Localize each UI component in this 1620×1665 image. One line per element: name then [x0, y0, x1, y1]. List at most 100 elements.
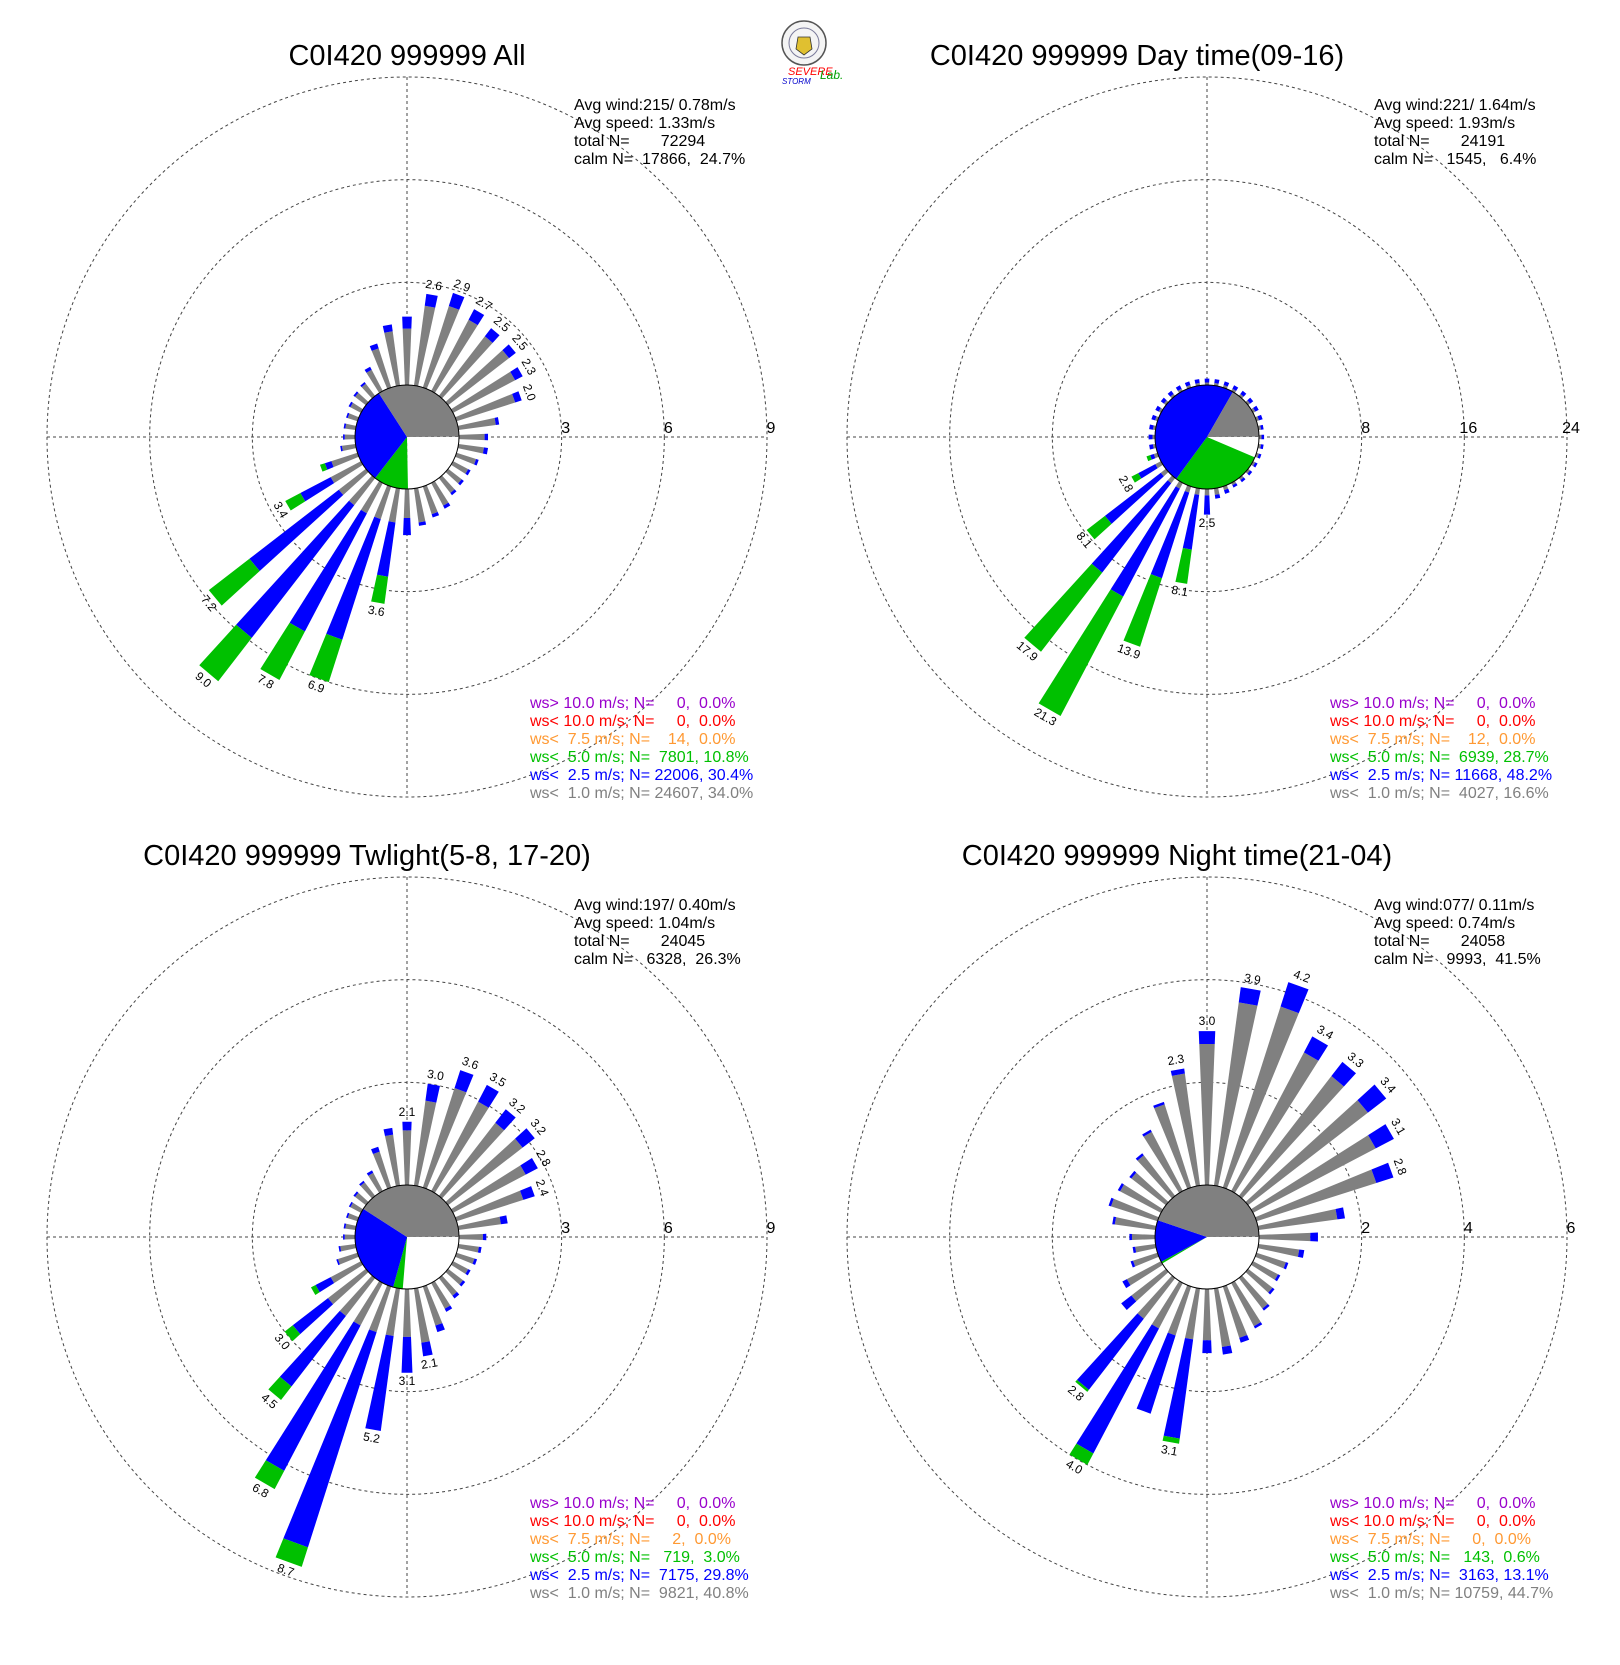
petal-180 [401, 1288, 413, 1373]
lab-seal-inner-ring [788, 27, 820, 59]
petal-segment-blue [348, 401, 353, 408]
petal-360 [402, 316, 412, 386]
legend-entry: ws< 7.5 m/s; N= 0, 0.0% [1329, 1531, 1531, 1548]
petal-segment-gray [1204, 382, 1210, 386]
info-line: Avg speed: 1.04m/s [574, 915, 715, 932]
legend-entry: ws< 2.5 m/s; N= 7175, 29.8% [529, 1567, 749, 1584]
petal-segment-gray [1133, 1252, 1159, 1267]
petal-30 [431, 309, 485, 394]
petal-segment-green [1175, 547, 1192, 584]
petal-segment-blue [425, 1083, 440, 1103]
petal-segment-blue [360, 382, 366, 388]
petal-360 [1204, 378, 1210, 386]
petal-310 [1160, 397, 1169, 406]
petal-270 [343, 1234, 356, 1240]
petal-segment-blue [1247, 397, 1254, 404]
petal-segment-blue [1076, 1324, 1159, 1454]
range-ring [46, 76, 768, 798]
petal-segment-gray [450, 1165, 526, 1213]
petal-segment-blue [1160, 397, 1167, 404]
petal-segment-gray [1135, 1243, 1157, 1253]
petal-segment-gray [413, 1287, 430, 1343]
info-line: calm N= 1545, 6.4% [1374, 151, 1536, 168]
petal-segment-gray [350, 402, 364, 413]
petal-segment-gray [344, 1234, 356, 1240]
petal-segment-blue [343, 434, 345, 440]
petal-segment-blue [1368, 1124, 1394, 1149]
petal-segment-green [275, 1538, 308, 1567]
petal-segment-blue [1214, 494, 1221, 499]
petal-segment-blue [477, 1246, 482, 1254]
info-line: Avg wind:077/ 0.11m/s [1374, 897, 1534, 914]
petal-170 [1213, 487, 1221, 499]
petal-segment-gray [1199, 1043, 1215, 1186]
legend-entry: ws< 1.0 m/s; N= 24607, 34.0% [529, 785, 753, 802]
petal-segment-gray [361, 383, 376, 399]
pie-slice-lt2_5 [355, 1208, 407, 1288]
legend-entry: ws> 10.0 m/s; N= 0, 0.0% [529, 1495, 735, 1512]
petal-segment-blue [1112, 1216, 1117, 1225]
petal-segment-blue [249, 489, 344, 572]
petal-label: 3.0 [1199, 1014, 1216, 1028]
petal-segment-blue [1175, 385, 1182, 391]
petal-segment-gray [347, 413, 359, 422]
petal-segment-blue [1153, 1101, 1165, 1109]
petal-segment-blue [424, 293, 438, 308]
legend-entry: ws< 10.0 m/s; N= 0, 0.0% [529, 1513, 735, 1530]
petal-segment-blue [265, 1321, 361, 1471]
petal-segment-blue [482, 1233, 487, 1241]
range-ring [846, 876, 1568, 1598]
info-line: Avg speed: 1.33m/s [574, 115, 715, 132]
petal-110 [1255, 452, 1262, 459]
petal-label: 3.6 [460, 1054, 481, 1073]
petal-segment-blue [346, 412, 350, 419]
petal-segment-gray [327, 1268, 369, 1305]
pie-slice-lt5 [1161, 1237, 1207, 1264]
info-line: calm N= 9993, 41.5% [1374, 951, 1541, 968]
petal-segment-green [1146, 455, 1152, 462]
petal-label: 3.0 [426, 1067, 445, 1084]
petal-segment-gray [1231, 1280, 1261, 1327]
petal-segment-green [1131, 473, 1142, 483]
petal-20 [422, 1070, 474, 1189]
lab-logo: SEVERE STORM Lab. [781, 20, 843, 86]
petal-segment-blue [1335, 1207, 1346, 1220]
petal-segment-blue [1283, 1262, 1289, 1270]
petal-200 [309, 485, 392, 683]
petal-140 [1238, 1275, 1270, 1311]
petal-segment-gray [1255, 452, 1259, 458]
petal-300 [348, 401, 364, 413]
panel-title: C0I420 999999 Twlight(5-8, 17-20) [143, 840, 591, 872]
petal-segment-gray [1245, 468, 1251, 474]
petal-segment-blue [458, 479, 464, 486]
petal-segment-gray [1245, 1268, 1273, 1293]
petal-segment-blue [1091, 480, 1172, 573]
petal-segment-blue [326, 516, 381, 640]
petal-segment-gray [338, 468, 369, 496]
petal-segment-gray [1171, 1073, 1201, 1187]
legend-entry: ws< 1.0 m/s; N= 9821, 40.8% [529, 1585, 749, 1602]
wind-rose-panel-4: 2 4 62.33.03.9 4.23.43.33.43.12.83.14.02.8C… [846, 840, 1576, 1602]
petal-40 [438, 1109, 516, 1199]
petal-segment-gray [355, 1192, 369, 1206]
petal-340 [369, 343, 392, 389]
petal-210 [1069, 1280, 1183, 1465]
petal-label: 2.6 [424, 277, 443, 294]
pie-slice-lt2_5 [1154, 1220, 1207, 1262]
petal-segment-blue [382, 324, 393, 333]
petal-segment-blue [1268, 1287, 1275, 1295]
petal-segment-gray [372, 1151, 392, 1189]
petal-170 [413, 1287, 433, 1357]
petal-segment-blue [1261, 434, 1265, 440]
petal-segment-blue [1214, 379, 1220, 384]
petal-segment-gray [388, 487, 401, 523]
petal-segment-blue [1239, 1334, 1250, 1343]
petal-segment-gray [450, 371, 516, 413]
petal-segment-gray [1175, 480, 1183, 489]
petal-210 [260, 480, 383, 680]
info-line: total N= 72294 [574, 133, 705, 150]
petal-60 [450, 1158, 538, 1213]
petal-330 [366, 1170, 383, 1194]
petal-segment-green [284, 1325, 301, 1342]
petal-segment-blue [1121, 1295, 1137, 1310]
